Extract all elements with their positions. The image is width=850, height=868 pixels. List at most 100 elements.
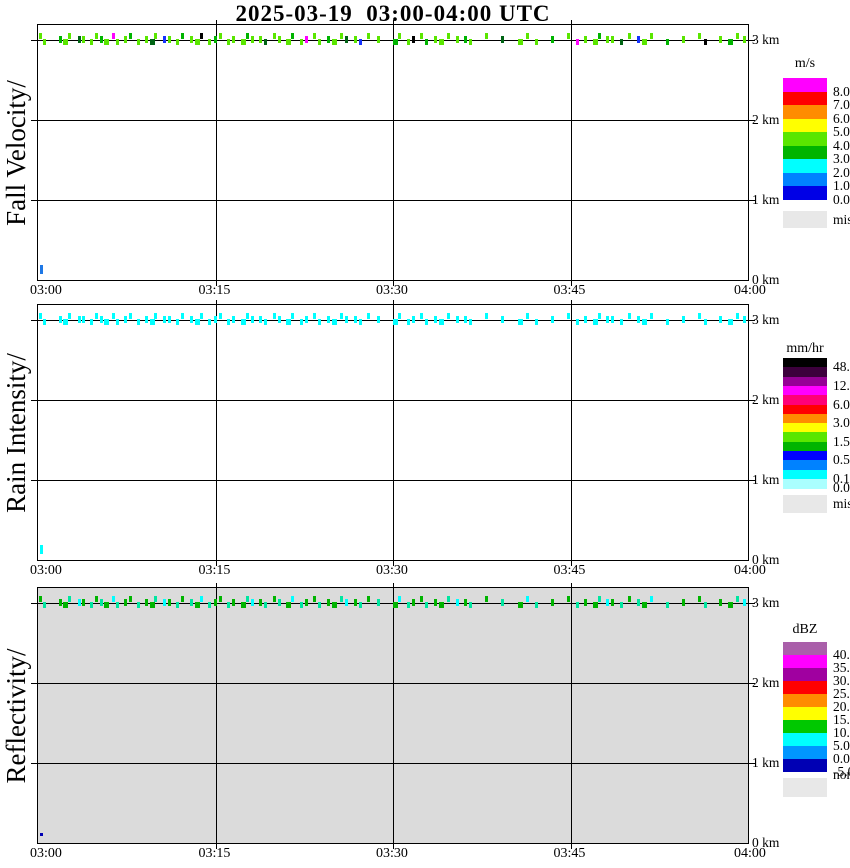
echo-mark [398,33,402,39]
echo-mark [358,319,362,325]
panel-rain-intensity [31,300,755,566]
echo-mark [727,602,733,608]
echo-mark [277,316,281,323]
echo-mark [666,319,670,325]
echo-mark [682,599,686,606]
echo-mark [703,39,707,45]
x-tick-label: 03:30 [376,563,408,578]
legend-color-segment [783,655,827,669]
gridline-vertical [570,305,572,560]
legend-title: m/s [794,56,816,71]
echo-mark [611,599,615,606]
echo-mark [39,596,43,602]
echo-mark [162,36,166,43]
legend-value-label: 20.0 [833,699,850,714]
legend-value-label: 5.0 [833,124,850,139]
tick-bottom [393,844,394,849]
x-axis-labels-fall-velocity: 03:00 03:15 03:30 03:45 04:00 [30,283,766,298]
echo-mark [698,596,701,602]
echo-mark [286,39,292,45]
echo-mark [641,39,647,45]
legend-color-segment [783,681,827,695]
gridline-vertical [215,25,217,280]
echo-mark [628,596,632,602]
legend-value-label: 1.0 [833,178,850,193]
echo-mark [425,602,429,608]
echo-mark [353,599,357,606]
tick-right [749,200,755,201]
echo-mark [124,36,128,43]
tick-left [31,683,37,684]
echo-mark [485,596,488,602]
echo-mark [162,316,166,323]
km-label: 3 km [752,595,780,610]
legend-color-segment [783,367,827,377]
echo-mark [264,319,268,325]
echo-mark [611,316,615,323]
x-axis-labels-rain-intensity: 03:00 03:15 03:30 03:45 04:00 [30,563,766,578]
echo-mark [584,36,588,43]
echo-mark [100,316,104,323]
echo-mark [272,596,276,602]
echo-mark [455,599,459,606]
echo-mark [59,316,62,323]
echo-mark [63,602,69,608]
tick-bottom [570,281,572,286]
km-label: 1 km [752,472,780,487]
tick-bottom [215,844,217,849]
echo-mark [455,36,459,43]
tick-top [570,583,572,587]
echo-mark [433,316,437,323]
echo-mark [666,39,670,45]
echo-mark [377,316,381,323]
legend-color-segment [783,395,827,405]
echo-mark [358,602,362,608]
legend-missing-label: none [833,767,850,782]
echo-mark [534,319,538,325]
x-tick-label: 03:15 [198,283,231,298]
legend-title: dBZ [792,622,818,637]
echo-mark [641,602,647,608]
echo-mark [194,319,200,325]
tick-top [570,300,572,304]
echo-mark [129,33,133,39]
echo-mark [742,599,746,606]
legend-value-label: 40.0 [833,647,850,662]
echo-mark [42,602,46,608]
tick-left [31,480,37,481]
legend-missing-label: miss [833,212,850,227]
echo-mark [240,602,246,608]
echo-mark [259,316,263,323]
echo-mark [742,316,746,323]
echo-mark [313,33,317,39]
tick-top [215,583,217,587]
echo-mark [567,33,571,39]
echo-mark [95,596,99,602]
legend-color-segment [783,733,827,747]
echo-mark [592,602,598,608]
legend-color-segment [783,746,827,760]
echo-mark [584,316,588,323]
tick-left [31,120,37,121]
echo-mark [345,36,349,43]
echo-mark [259,36,263,43]
echo-mark [719,36,723,43]
echo-mark [199,596,203,602]
echo-mark [227,602,231,608]
legend-value-label: 8.0 [833,83,850,99]
echo-mark [149,602,155,608]
legend-color-segment [783,668,827,682]
echo-mark [485,33,488,39]
echo-mark [501,599,505,606]
legend-color-segment [783,385,827,396]
gridline-vertical [393,305,394,560]
echo-mark [194,39,200,45]
echo-mark [606,599,610,606]
legend-value-label: 4.0 [833,137,850,153]
echo-mark [597,596,601,602]
tick-bottom [215,281,217,286]
legend-color-segment [783,460,827,470]
echo-mark [59,599,62,606]
echo-mark [100,36,104,43]
echo-mark [115,319,119,325]
